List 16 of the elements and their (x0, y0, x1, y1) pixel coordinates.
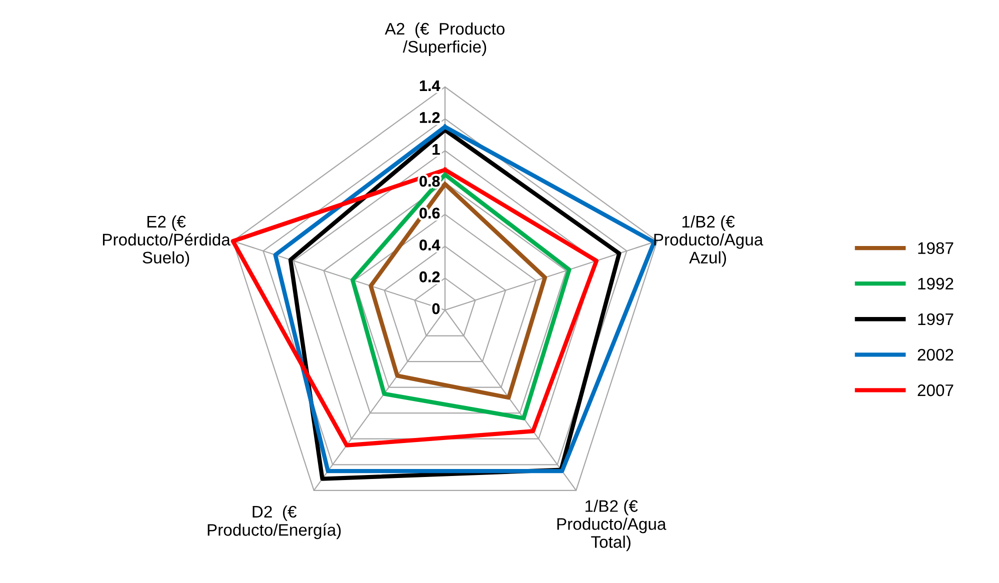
legend-label: 1987 (918, 242, 954, 254)
y-tick-label: 1.2 (420, 112, 440, 123)
spoke-label: D2 (€ Producto/Energía) (208, 505, 341, 540)
legend-label: 2002 (918, 348, 954, 361)
y-tick-label: 0.4 (420, 240, 440, 250)
spoke-label: E2 (€ Producto/Pérdida Suelo) (102, 215, 230, 267)
legend-label: 1992 (918, 278, 954, 290)
y-tick-label: 0 (432, 303, 440, 314)
legend-label: 1997 (918, 313, 954, 326)
spoke-label: 1/B2 (€ Producto/Agua Total) (557, 500, 666, 552)
spoke-label: A2 (€ Producto /Superficie) (384, 22, 505, 56)
y-tick-label: 1.4 (420, 80, 440, 91)
legend-label: 2007 (918, 384, 954, 396)
spoke-label: 1/B2 (€ Producto/Agua Azul) (654, 215, 764, 267)
y-tick-label: 1 (432, 144, 440, 155)
y-tick-label: 0.2 (420, 271, 440, 282)
